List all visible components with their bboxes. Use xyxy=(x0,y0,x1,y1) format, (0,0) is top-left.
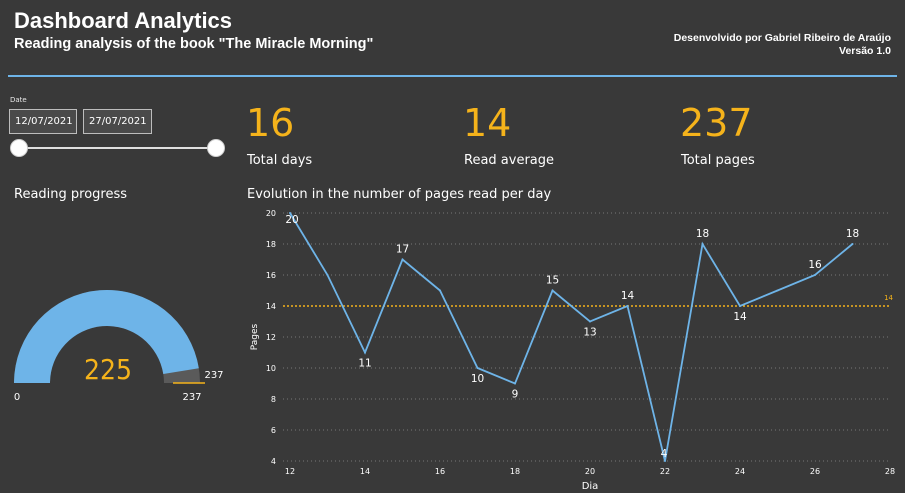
x-tick-label: 18 xyxy=(510,467,520,476)
data-point xyxy=(701,243,704,245)
gauge-value: 225 xyxy=(84,353,132,386)
data-point xyxy=(439,289,441,292)
data-label: 16 xyxy=(808,259,822,271)
gauge-fill xyxy=(14,289,199,383)
data-point xyxy=(289,212,291,214)
y-tick-label: 14 xyxy=(266,302,276,311)
x-tick-label: 14 xyxy=(360,467,370,476)
data-label: 15 xyxy=(546,275,559,287)
chart-title: Evolution in the number of pages read pe… xyxy=(247,187,552,202)
date-slider-track[interactable] xyxy=(19,147,217,149)
y-axis-label: Pages xyxy=(250,323,260,350)
data-point xyxy=(664,460,666,462)
kpi-read-average-value: 14 xyxy=(463,101,512,145)
y-tick-label: 10 xyxy=(266,364,276,373)
kpi-total-pages-value: 237 xyxy=(680,101,753,145)
y-tick-label: 20 xyxy=(266,209,276,218)
data-label: 20 xyxy=(285,214,298,226)
y-tick-label: 18 xyxy=(266,240,276,249)
data-point xyxy=(401,258,404,261)
gauge-target-label: 237 xyxy=(204,370,223,381)
data-point xyxy=(626,305,629,307)
kpi-total-days-label: Total days xyxy=(247,153,313,168)
y-tick-label: 12 xyxy=(266,333,276,342)
data-label: 13 xyxy=(583,327,596,339)
credit-author: Desenvolvido por Gabriel Ribeiro de Araú… xyxy=(673,32,891,44)
x-tick-label: 28 xyxy=(885,467,895,476)
x-tick-label: 20 xyxy=(585,467,595,476)
gauge-title: Reading progress xyxy=(14,187,128,202)
date-end-input[interactable]: 27/07/2021 xyxy=(83,109,152,134)
data-label: 17 xyxy=(396,244,409,256)
data-label: 10 xyxy=(471,373,484,385)
data-label: 18 xyxy=(696,228,709,240)
data-point xyxy=(814,274,816,276)
date-filter-label: Date xyxy=(10,96,27,104)
data-point xyxy=(589,320,591,323)
kpi-total-pages-label: Total pages xyxy=(681,153,755,168)
header-divider xyxy=(8,75,897,77)
data-point xyxy=(514,382,516,385)
gauge-min-label: 0 xyxy=(14,392,20,403)
x-tick-label: 22 xyxy=(660,467,670,476)
date-slider-end-handle[interactable] xyxy=(207,139,225,157)
credit-version: Versão 1.0 xyxy=(839,45,891,57)
y-tick-label: 4 xyxy=(271,457,276,466)
y-tick-label: 6 xyxy=(271,426,276,435)
kpi-read-average-label: Read average xyxy=(464,153,555,168)
data-point xyxy=(551,289,554,292)
x-tick-label: 16 xyxy=(435,467,445,476)
y-tick-label: 16 xyxy=(266,271,276,280)
data-label: 11 xyxy=(358,358,371,370)
kpi-total-days-value: 16 xyxy=(246,101,295,145)
date-start-input[interactable]: 12/07/2021 xyxy=(9,109,77,134)
x-tick-label: 26 xyxy=(810,467,820,476)
data-point xyxy=(476,367,479,369)
y-tick-label: 8 xyxy=(271,395,276,404)
x-axis-label: Dia xyxy=(582,481,599,492)
data-label: 9 xyxy=(512,389,519,401)
pages-per-day-line xyxy=(289,212,854,462)
gauge-svg: 225 0 237 237 xyxy=(14,289,224,403)
date-slider-start-handle[interactable] xyxy=(10,139,28,157)
dashboard-title: Dashboard Analytics xyxy=(14,8,233,33)
x-tick-label: 12 xyxy=(285,467,295,476)
data-point xyxy=(326,274,329,276)
data-label: 4 xyxy=(661,448,668,460)
dashboard-subtitle: Reading analysis of the book "The Miracl… xyxy=(14,36,374,52)
data-label: 14 xyxy=(733,311,747,323)
data-label: 14 xyxy=(621,290,635,302)
average-reference-label: 14 xyxy=(884,294,893,302)
credit-block: Desenvolvido por Gabriel Ribeiro de Araú… xyxy=(674,32,891,58)
gauge-max-label: 237 xyxy=(182,392,201,403)
data-point xyxy=(364,351,366,354)
data-point xyxy=(851,243,854,245)
data-point xyxy=(776,289,779,292)
x-tick-label: 24 xyxy=(735,467,745,476)
data-point xyxy=(739,305,741,307)
data-label: 18 xyxy=(846,228,859,240)
